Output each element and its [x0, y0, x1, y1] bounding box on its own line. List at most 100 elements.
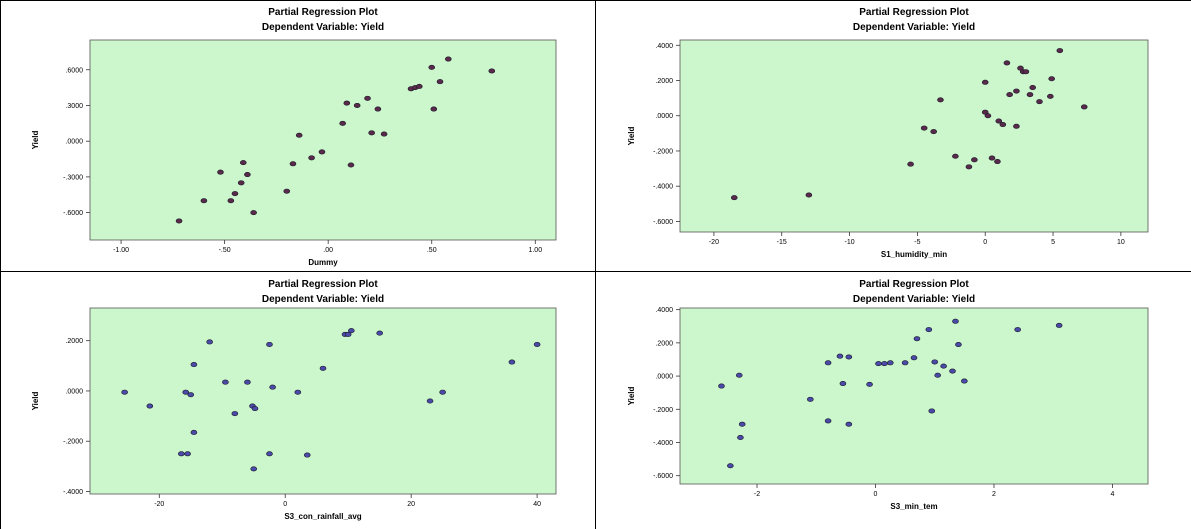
data-point: [1014, 327, 1021, 333]
chart-subtitle: Dependent Variable: Yield: [853, 22, 975, 33]
y-tick-label: -.2000: [653, 407, 673, 414]
x-tick-label: 0: [283, 501, 287, 508]
data-point: [231, 411, 239, 417]
data-point: [952, 153, 959, 159]
x-tick-label: 4: [1111, 491, 1115, 498]
data-point: [730, 195, 738, 201]
data-point: [445, 56, 452, 62]
x-tick-label: 40: [533, 501, 541, 508]
data-point: [1048, 76, 1055, 82]
data-point: [881, 361, 888, 367]
data-point: [994, 159, 1001, 165]
data-point: [184, 451, 191, 457]
data-point: [222, 379, 229, 385]
data-point: [971, 157, 978, 163]
data-point: [920, 125, 928, 131]
y-axis-label: Yield: [627, 386, 636, 405]
data-point: [1013, 88, 1020, 94]
data-point: [1029, 85, 1036, 91]
x-tick-label: -.50: [219, 247, 231, 254]
data-point: [251, 406, 259, 412]
data-point: [1047, 93, 1054, 99]
data-point: [735, 372, 743, 378]
y-tick-label: -.6000: [63, 210, 83, 217]
x-tick-label: .50: [427, 247, 437, 254]
chart-subtitle: Dependent Variable: Yield: [262, 294, 384, 305]
data-point: [231, 191, 239, 197]
y-tick-label: -.2000: [653, 148, 673, 155]
data-point: [845, 421, 853, 427]
y-axis-label: Yield: [31, 391, 40, 410]
chart-title: Partial Regression Plot: [859, 279, 969, 290]
y-tick-label: -.3000: [63, 174, 83, 181]
data-point: [965, 164, 973, 170]
data-point: [995, 118, 1003, 124]
data-point: [925, 327, 933, 333]
data-point: [839, 381, 847, 387]
x-tick-label: 5: [1051, 239, 1055, 246]
frame-left-line: [0, 0, 1, 529]
chart-svg: Partial Regression Plot Dependent Variabl…: [627, 7, 1149, 259]
data-point: [244, 379, 251, 385]
x-tick-label: -20: [709, 239, 719, 246]
data-point: [845, 354, 853, 360]
y-tick-label: .0000: [65, 388, 83, 395]
data-point: [178, 451, 185, 457]
data-point: [866, 381, 873, 387]
data-point: [318, 149, 326, 155]
data-point: [374, 106, 382, 112]
y-tick-label: .2000: [65, 338, 83, 345]
data-point: [1003, 60, 1011, 66]
x-tick-label: 2: [992, 491, 996, 498]
data-point: [439, 389, 446, 395]
x-tick-label: -5: [914, 239, 920, 246]
data-point: [984, 113, 992, 119]
data-point: [981, 79, 989, 85]
x-tick-label: -1.00: [113, 247, 129, 254]
data-point: [1080, 104, 1088, 110]
y-tick-label: .0000: [65, 139, 83, 146]
data-point: [1055, 322, 1063, 328]
data-point: [294, 389, 302, 395]
plot-area: [679, 307, 1149, 485]
data-point: [303, 452, 311, 458]
data-point: [805, 192, 813, 198]
data-point: [508, 359, 516, 365]
x-tick-label: .00: [323, 247, 333, 254]
data-point: [206, 339, 213, 345]
data-point: [875, 361, 882, 367]
data-point: [283, 188, 291, 194]
data-point: [949, 368, 956, 374]
data-point: [824, 360, 832, 366]
data-point: [807, 396, 814, 402]
data-point: [931, 359, 939, 365]
y-axis-label: Yield: [627, 126, 636, 145]
x-tick-label: -2: [754, 491, 760, 498]
chart-subtitle: Dependent Variable: Yield: [262, 22, 384, 33]
partial-regression-plot-humidity: Partial Regression Plot Dependent Variabl…: [598, 2, 1188, 270]
y-tick-label: .4000: [655, 307, 673, 314]
y-tick-label: -.4000: [63, 489, 83, 496]
data-point: [190, 362, 198, 368]
data-point: [1006, 92, 1013, 98]
y-tick-label: .2000: [655, 78, 673, 85]
x-tick-label: 0: [874, 491, 878, 498]
x-axis-label: S3_min_tem: [890, 502, 937, 511]
x-tick-label: -15: [777, 239, 787, 246]
data-point: [244, 172, 251, 178]
y-tick-label: -.6000: [653, 473, 673, 480]
data-point: [376, 330, 383, 336]
x-tick-label: -10: [845, 239, 855, 246]
chart-svg: Partial Regression Plot Dependent Variabl…: [627, 279, 1149, 511]
y-tick-label: -.6000: [653, 219, 673, 226]
data-point: [952, 318, 959, 324]
data-point: [343, 100, 351, 106]
data-point: [289, 161, 297, 167]
data-point: [416, 83, 423, 89]
data-point: [930, 129, 937, 135]
frame-vertical-divider: [595, 0, 596, 529]
y-tick-label: -.2000: [63, 439, 83, 446]
data-point: [364, 95, 371, 101]
data-point: [913, 336, 921, 342]
data-point: [426, 398, 434, 404]
